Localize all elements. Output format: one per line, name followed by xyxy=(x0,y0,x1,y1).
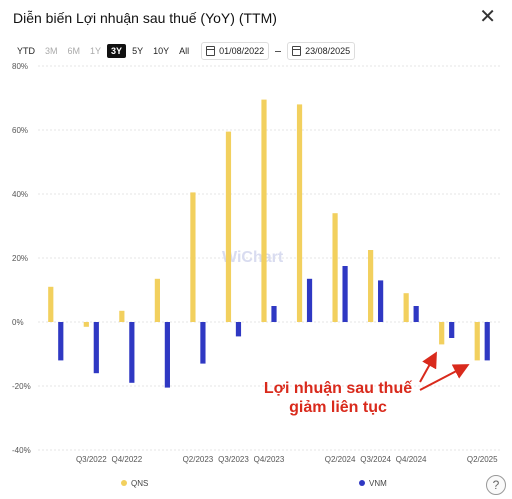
bar-qns xyxy=(439,322,445,345)
bar-vnm xyxy=(200,322,206,364)
start-date-value: 01/08/2022 xyxy=(219,46,265,56)
dialog-header: Diễn biến Lợi nhuận sau thuế (YoY) (TTM)… xyxy=(0,0,512,40)
bar-vnm xyxy=(129,322,135,383)
y-tick-label: -20% xyxy=(12,382,31,391)
range-all-button[interactable]: All xyxy=(179,46,190,56)
help-icon[interactable]: ? xyxy=(486,475,506,495)
bar-vnm xyxy=(93,322,99,374)
legend-marker-vnm xyxy=(359,480,365,486)
date-range-separator xyxy=(275,50,282,52)
bar-vnm xyxy=(271,306,277,322)
range-10y-button[interactable]: 10Y xyxy=(153,46,170,56)
y-tick-label: 80% xyxy=(12,62,28,71)
y-tick-label: 0% xyxy=(12,318,24,327)
bar-qns xyxy=(225,131,232,322)
bar-qns xyxy=(332,213,338,322)
calendar-icon xyxy=(292,46,302,56)
range-3m-button[interactable]: 3M xyxy=(45,46,58,56)
annotation-line-2: giảm liên tục xyxy=(289,399,387,416)
bar-vnm xyxy=(306,278,313,322)
calendar-icon xyxy=(206,46,216,56)
legend-label-qns: QNS xyxy=(131,479,148,488)
y-tick-label: 20% xyxy=(12,254,28,263)
close-icon[interactable]: ✕ xyxy=(479,6,496,28)
chart-title: Diễn biến Lợi nhuận sau thuế (YoY) (TTM) xyxy=(13,10,277,26)
x-tick-label: Q4/2024 xyxy=(396,455,427,464)
x-tick-label: Q2/2025 xyxy=(467,455,498,464)
watermark: WiChart xyxy=(222,249,284,266)
range-3y-button[interactable]: 3Y xyxy=(107,44,127,58)
range-1y-button[interactable]: 1Y xyxy=(90,46,102,56)
bar-vnm xyxy=(235,322,242,337)
bar-vnm xyxy=(449,322,455,338)
bar-qns xyxy=(119,310,125,322)
range-toolbar: YTD 3M 6M 1Y 3Y 5Y 10Y All 01/08/2022 23… xyxy=(13,42,356,60)
bar-vnm xyxy=(484,322,490,361)
annotation-arrow xyxy=(419,364,470,391)
x-tick-label: Q2/2024 xyxy=(325,455,356,464)
bar-qns xyxy=(403,293,409,322)
start-date-field[interactable]: 01/08/2022 xyxy=(201,42,270,60)
annotation-arrow xyxy=(419,351,437,383)
y-tick-label: -40% xyxy=(12,446,31,455)
end-date-field[interactable]: 23/08/2025 xyxy=(287,42,356,60)
legend-marker-qns xyxy=(121,480,127,486)
bar-vnm xyxy=(342,266,348,322)
bar-qns xyxy=(154,278,160,322)
annotation-line-1: Lợi nhuận sau thuế xyxy=(263,380,413,397)
annotation-text: Lợi nhuận sau thuế giảm liên tục xyxy=(258,379,418,417)
range-6m-button[interactable]: 6M xyxy=(67,46,81,56)
bar-qns xyxy=(83,322,89,327)
bar-vnm xyxy=(378,280,384,322)
x-tick-label: Q3/2024 xyxy=(360,455,391,464)
y-tick-label: 40% xyxy=(12,190,28,199)
range-ytd-button[interactable]: YTD xyxy=(17,46,35,56)
bar-qns xyxy=(190,192,196,322)
bar-qns xyxy=(296,104,303,323)
y-tick-label: 60% xyxy=(12,126,28,135)
end-date-value: 23/08/2025 xyxy=(305,46,351,56)
range-5y-button[interactable]: 5Y xyxy=(132,46,144,56)
bar-qns xyxy=(474,322,480,361)
bar-qns xyxy=(368,250,374,322)
bar-vnm xyxy=(164,322,170,388)
legend-label-vnm: VNM xyxy=(369,479,387,488)
bar-qns xyxy=(261,99,267,322)
x-tick-label: Q4/2022 xyxy=(111,455,142,464)
bar-vnm xyxy=(413,306,419,322)
x-tick-label: Q3/2022 xyxy=(76,455,107,464)
x-tick-label: Q3/2023 xyxy=(218,455,249,464)
bar-qns xyxy=(48,286,54,322)
bar-vnm xyxy=(58,322,64,361)
x-tick-label: Q2/2023 xyxy=(183,455,214,464)
x-tick-label: Q4/2023 xyxy=(254,455,285,464)
